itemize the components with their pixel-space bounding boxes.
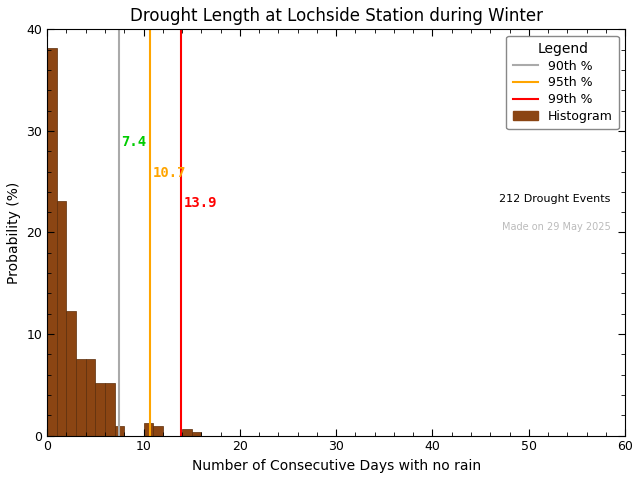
Bar	[192, 432, 202, 436]
Bar	[86, 360, 95, 436]
Bar	[153, 427, 163, 436]
Bar	[115, 427, 124, 436]
Bar	[47, 48, 57, 436]
Bar	[105, 383, 115, 436]
Bar	[143, 423, 153, 436]
X-axis label: Number of Consecutive Days with no rain: Number of Consecutive Days with no rain	[191, 459, 481, 473]
Bar	[67, 311, 76, 436]
Text: 212 Drought Events: 212 Drought Events	[499, 194, 611, 204]
Text: 13.9: 13.9	[184, 196, 218, 210]
Legend: 90th %, 95th %, 99th %, Histogram: 90th %, 95th %, 99th %, Histogram	[506, 36, 619, 129]
Bar	[57, 201, 67, 436]
Title: Drought Length at Lochside Station during Winter: Drought Length at Lochside Station durin…	[130, 7, 543, 25]
Text: Made on 29 May 2025: Made on 29 May 2025	[502, 222, 611, 232]
Text: 10.7: 10.7	[153, 166, 187, 180]
Bar	[95, 383, 105, 436]
Bar	[182, 429, 192, 436]
Text: 7.4: 7.4	[122, 135, 147, 149]
Bar	[76, 360, 86, 436]
Y-axis label: Probability (%): Probability (%)	[7, 181, 21, 284]
